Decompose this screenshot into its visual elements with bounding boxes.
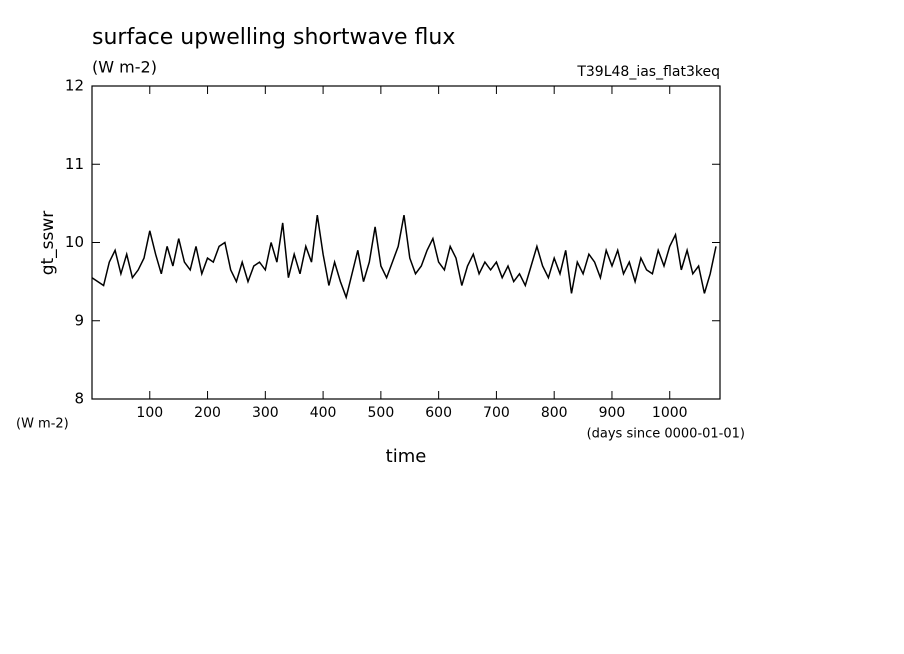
- plot-frame: [91, 85, 721, 400]
- y-tick-label: 9: [74, 311, 84, 329]
- x-tick-label: 900: [599, 405, 626, 421]
- x-tick-label: 300: [252, 405, 279, 421]
- x-units-label: (days since 0000-01-01): [587, 427, 745, 442]
- y-tick-label: 10: [65, 233, 84, 251]
- units-label: (W m-2): [92, 58, 157, 77]
- x-tick-label: 800: [541, 405, 568, 421]
- x-tick-label: 1000: [652, 405, 688, 421]
- y-tick-label: 8: [74, 390, 84, 408]
- x-tick-label: 700: [483, 405, 510, 421]
- chart-title: surface upwelling shortwave flux: [92, 25, 455, 50]
- x-tick-label: 600: [425, 405, 452, 421]
- y-tick-label: 12: [65, 77, 84, 95]
- data-line: [91, 214, 717, 300]
- x-axis-label: time: [386, 446, 427, 467]
- x-tick-label: 200: [194, 405, 221, 421]
- x-tick-label: 500: [368, 405, 395, 421]
- y-tick-label: 11: [65, 155, 84, 173]
- x-tick-label: 400: [310, 405, 337, 421]
- x-tick-label: 100: [136, 405, 163, 421]
- y-axis-label: gt_sswr: [38, 211, 58, 276]
- y-units-label: (W m-2): [16, 417, 69, 432]
- run-label: T39L48_ias_flat3keq: [576, 64, 720, 80]
